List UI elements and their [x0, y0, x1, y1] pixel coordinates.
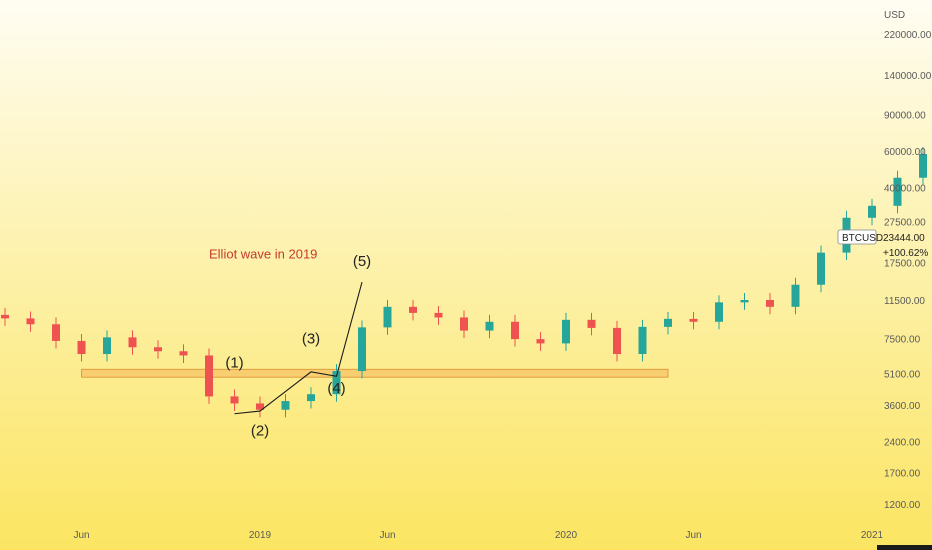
candle-body: [460, 317, 468, 331]
candle-body: [689, 318, 698, 322]
support-zones: [81, 368, 669, 378]
candle-body: [485, 321, 494, 331]
candle-body: [587, 319, 596, 328]
candle-body: [919, 154, 927, 178]
y-tick-label: 140000.00: [884, 71, 932, 82]
y-tick-labels: USD: [884, 10, 905, 21]
x-tick-label: 2019: [249, 530, 272, 541]
candle-body: [281, 401, 290, 410]
candle-body: [817, 252, 825, 285]
ticker-box: [837, 229, 877, 245]
x-tick-label: Jun: [685, 530, 701, 541]
candle-body: [715, 302, 723, 322]
x-axis: Jun2019Jun2020Jun2021Jun2022Jun2023Jun: [73, 530, 884, 541]
y-tick-label: 60000.00: [884, 147, 926, 158]
annotation-text: Elliot wave in 2019: [209, 246, 317, 261]
wave-label: (2): [251, 422, 269, 439]
candle-body: [128, 337, 137, 348]
y-tick-label: 2400.00: [884, 437, 921, 448]
candle-body: [358, 327, 366, 372]
y-tick-label: 220000.00: [884, 30, 932, 41]
price-change: +100.62%: [883, 248, 928, 259]
candle-body: [77, 340, 86, 355]
candle-body: [409, 306, 417, 313]
y-tick-label: 17500.00: [884, 258, 926, 269]
y-tick-label: 27500.00: [884, 218, 926, 229]
candle-body: [434, 312, 443, 318]
candle-body: [791, 284, 800, 307]
y-tick-label: 90000.00: [884, 111, 926, 122]
y-axis: 220000.00 140000.00 90000.00 60000.00 40000.…: [884, 30, 932, 511]
candle-body: [307, 394, 315, 402]
candle-body: [103, 337, 111, 355]
wave-label: (1): [225, 355, 243, 372]
candle-body: [1, 314, 9, 319]
wave-labels: (1)(2)(3)(4)(5)(1)(2)(3)(4)(5): [225, 253, 371, 439]
x-tick-label: 2021: [861, 530, 884, 541]
candle-body: [766, 300, 774, 307]
price-tag: BTCUSD 23444.00 +100.62%: [837, 229, 928, 259]
candle-body: [664, 318, 672, 327]
candle-body: [511, 321, 519, 340]
candle-body: [383, 306, 392, 328]
candle-body: [26, 318, 35, 325]
candle-body: [256, 403, 264, 410]
support-zone: [81, 368, 669, 378]
y-tick-label: 7500.00: [884, 335, 921, 346]
wave-label: (4): [327, 380, 345, 397]
candle-body: [154, 347, 162, 352]
scroll-bar[interactable]: [877, 545, 932, 550]
candle-body: [52, 324, 60, 341]
wave-label: (5): [353, 253, 371, 270]
y-tick-label: 3600.00: [884, 401, 921, 412]
y-tick-label: 5100.00: [884, 370, 921, 381]
candle-body: [638, 326, 647, 355]
x-tick-label: Jun: [379, 530, 395, 541]
y-tick-label: 1200.00: [884, 500, 921, 511]
elliott-wave-line: [234, 282, 363, 415]
candle-body: [536, 339, 545, 344]
last-price: 23444.00: [883, 233, 925, 244]
annotations: Elliot wave in 2019Elliot wave in 2023?: [209, 246, 317, 261]
candle-body: [613, 327, 621, 355]
wave-label: (3): [302, 330, 320, 347]
x-tick-label: 2020: [555, 530, 578, 541]
wave-lines: [234, 282, 363, 415]
candle-body: [179, 351, 188, 356]
y-tick-label: 11500.00: [884, 296, 925, 307]
candle-body: [893, 177, 902, 206]
candle-body: [868, 205, 876, 218]
x-tick-label: Jun: [73, 530, 89, 541]
currency-label: USD: [884, 10, 905, 21]
candle-body: [740, 300, 749, 303]
ticker-symbol: BTCUSD: [842, 233, 883, 244]
y-tick-label: 1700.00: [884, 469, 921, 480]
candle-body: [205, 355, 213, 397]
candle-body: [332, 371, 341, 395]
candle-body: [562, 319, 570, 344]
candle-body: [230, 396, 239, 404]
y-tick-label: 40000.00: [884, 184, 926, 195]
